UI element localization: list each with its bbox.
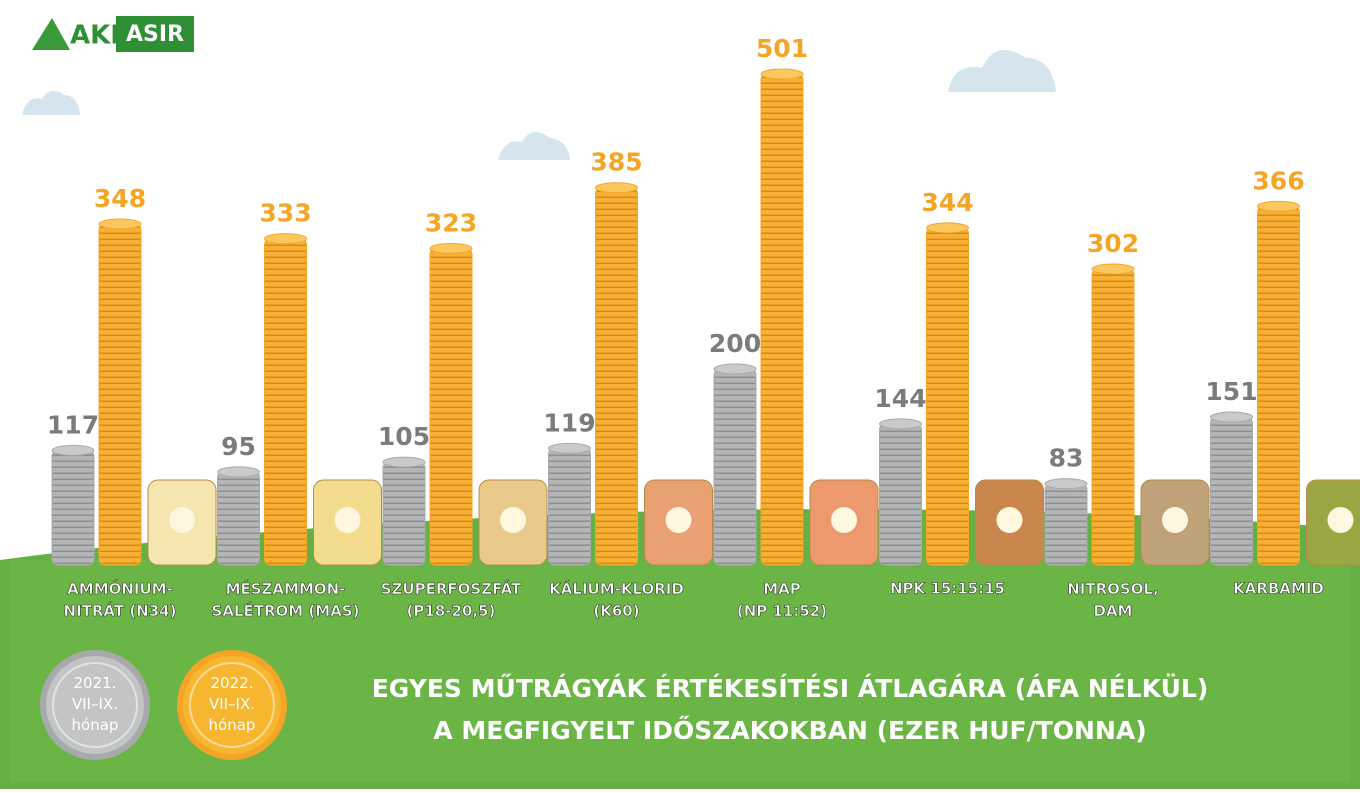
coin-top	[218, 467, 260, 477]
coin-top	[1045, 479, 1087, 489]
coin-top	[430, 243, 472, 253]
value-label: 348	[94, 184, 146, 213]
text-line: hónap	[209, 716, 256, 734]
value-label: 151	[1205, 377, 1257, 406]
text-line: (NP 11:52)	[737, 602, 827, 620]
coin-stack	[1258, 206, 1300, 565]
coin-top	[549, 443, 591, 453]
text-line: (K60)	[593, 602, 639, 620]
value-label: 333	[259, 199, 311, 228]
category-label: KARBAMID	[1233, 580, 1324, 598]
bag-icon	[500, 507, 526, 533]
text-line: EGYES MŰTRÁGYÁK ÉRTÉKESÍTÉSI ÁTLAGÁRA (Á…	[372, 673, 1209, 703]
coin-stack	[596, 188, 638, 565]
legend-label: 2021. VII–IX. hónap	[72, 674, 119, 734]
bag-icon	[666, 507, 692, 533]
bag-icon	[997, 507, 1023, 533]
value-label: 344	[921, 188, 973, 217]
value-label: 117	[47, 410, 99, 439]
legend-label: 2022. VII–IX. hónap	[209, 674, 256, 734]
coin-stack	[265, 239, 307, 565]
coin-stack	[430, 248, 472, 565]
text-line: NITROSOL,	[1067, 580, 1158, 598]
value-label: 501	[756, 34, 808, 63]
coin-stack	[549, 448, 591, 565]
coin-top	[596, 183, 638, 193]
coin-top	[383, 457, 425, 467]
bag-icon	[1328, 507, 1354, 533]
logo: AKI ASIR	[32, 16, 194, 52]
coin-stack	[761, 74, 803, 565]
text-line: A MEGFIGYELT IDŐSZAKOKBAN (EZER HUF/TONN…	[433, 715, 1146, 745]
value-label: 366	[1252, 166, 1304, 195]
value-label: 200	[709, 329, 761, 358]
coin-top	[1211, 412, 1253, 422]
value-label: 323	[425, 208, 477, 237]
bag-icon	[169, 507, 195, 533]
value-label: 105	[378, 422, 430, 451]
coin-top	[927, 223, 969, 233]
coin-top	[1258, 201, 1300, 211]
bag-icon	[1162, 507, 1188, 533]
coin-stack	[927, 228, 969, 565]
coin-top	[880, 419, 922, 429]
coin-stack	[383, 462, 425, 565]
coin-stack	[714, 369, 756, 565]
value-label: 83	[1049, 444, 1084, 473]
text-line: 2021.	[74, 674, 117, 692]
bag-icon	[335, 507, 361, 533]
coin-stack	[52, 450, 94, 565]
value-label: 302	[1087, 229, 1139, 258]
coin-stack	[1211, 417, 1253, 565]
bag-icon	[831, 507, 857, 533]
logo-asir: ASIR	[126, 22, 184, 47]
coin-stack	[99, 224, 141, 565]
coin-top	[99, 219, 141, 229]
text-line: VII–IX.	[209, 695, 255, 713]
coin-top	[714, 364, 756, 374]
category-label: NPK 15:15:15	[890, 580, 1005, 598]
coin-top	[1092, 264, 1134, 274]
coin-stack	[1045, 484, 1087, 565]
coin-top	[52, 445, 94, 455]
value-label: 144	[874, 384, 926, 413]
text-line: VII–IX.	[72, 695, 118, 713]
text-line: SALÉTROM (MAS)	[212, 601, 360, 620]
coin-stack	[880, 424, 922, 565]
coin-stack	[218, 472, 260, 565]
text-line: 2022.	[211, 674, 254, 692]
clouds	[22, 50, 1056, 160]
value-label: 385	[590, 148, 642, 177]
text-line: MAP	[763, 580, 801, 598]
coin-top	[761, 69, 803, 79]
text-line: MÉSZAMMON-	[226, 579, 346, 598]
logo-aki: AKI	[70, 21, 120, 51]
value-label: 95	[221, 432, 256, 461]
text-line: KÁLIUM-KLORID	[549, 579, 684, 598]
text-line: (P18-20,5)	[407, 602, 496, 620]
text-line: DAM	[1094, 602, 1133, 620]
value-label: 119	[543, 408, 595, 437]
text-line: NITRÁT (N34)	[64, 601, 177, 620]
text-line: AMMÓNIUM-	[67, 579, 173, 598]
coin-top	[265, 234, 307, 244]
text-line: SZUPERFOSZFÁT	[381, 579, 522, 598]
text-line: hónap	[72, 716, 119, 734]
coin-stack	[1092, 269, 1134, 565]
